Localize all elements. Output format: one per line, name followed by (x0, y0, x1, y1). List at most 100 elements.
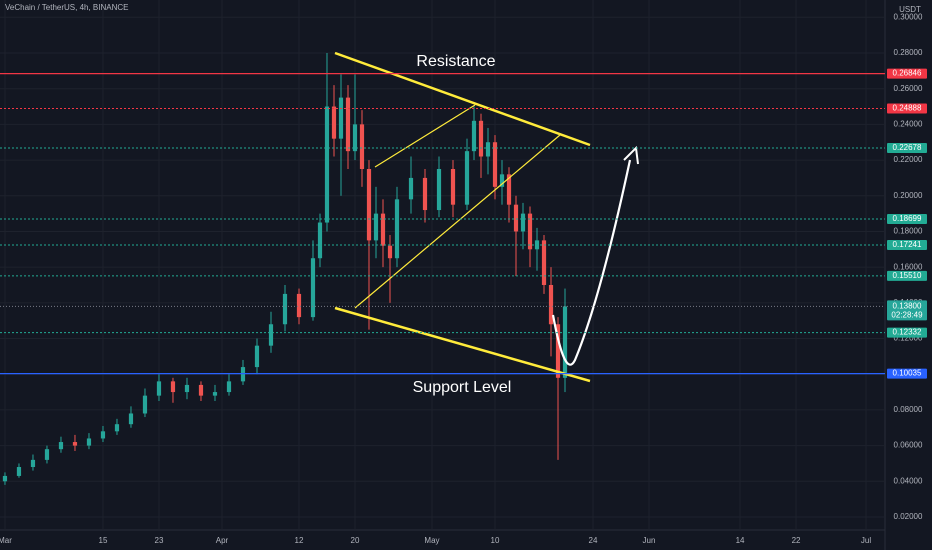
x-tick-label: Jun (643, 536, 656, 545)
candle-body (548, 284, 554, 325)
price-label-bg (887, 327, 927, 338)
candle-body (394, 199, 400, 259)
candle-body (226, 381, 232, 393)
candle-body (282, 293, 288, 325)
candle-body (72, 442, 78, 446)
price-label-bg (887, 142, 927, 153)
x-tick-label: 15 (99, 536, 108, 545)
candle-body (380, 213, 386, 246)
candle-body (268, 324, 274, 346)
candle-body (541, 240, 547, 285)
candle-body (142, 395, 148, 414)
candle-body (359, 124, 365, 169)
candle-body (436, 168, 442, 211)
candle-body (184, 384, 190, 393)
x-tick-label: Mar (0, 536, 12, 545)
x-tick-label: Apr (216, 536, 229, 545)
candle-body (212, 392, 218, 396)
candle-body (86, 438, 92, 446)
price-label: 0.18699 (893, 214, 922, 223)
candle-body (331, 106, 337, 139)
y-tick-label: 0.16000 (894, 262, 923, 271)
price-label: 0.13800 (893, 302, 922, 311)
candle-body (387, 245, 393, 259)
candle-body (16, 467, 22, 476)
y-tick-label: 0.18000 (894, 227, 923, 236)
trendline (334, 51, 591, 147)
price-label-bg (887, 368, 927, 379)
x-tick-label: 14 (736, 536, 745, 545)
price-label: 0.15510 (893, 271, 922, 280)
price-label-bg (887, 68, 927, 79)
candle-body (471, 120, 477, 152)
candle-body (499, 174, 505, 187)
candle-body (114, 424, 120, 432)
price-label-bg (887, 240, 927, 251)
y-tick-label: 0.22000 (894, 155, 923, 164)
price-label-bg (887, 300, 927, 321)
annotation: Support Level (413, 379, 512, 396)
price-label: 0.24888 (893, 104, 922, 113)
header: VeChain / TetherUS, 4h, BINANCE (5, 3, 128, 12)
x-tick-label: 12 (295, 536, 304, 545)
price-label-bg (887, 213, 927, 224)
candle-body (450, 168, 456, 205)
x-tick-label: 10 (491, 536, 500, 545)
projection-arrow (551, 159, 632, 366)
candle-body (478, 120, 484, 157)
candle-body (513, 204, 519, 232)
y-tick-label: 0.12000 (894, 334, 923, 343)
candle-body (527, 213, 533, 250)
candle-body (492, 142, 498, 187)
channel-line (354, 134, 561, 309)
price-label-bg (887, 270, 927, 281)
candle-body (100, 431, 106, 439)
price-label-bg (887, 103, 927, 114)
x-tick-label: 20 (351, 536, 360, 545)
price-label: 0.10035 (893, 369, 922, 378)
y-tick-label: 0.26000 (894, 84, 923, 93)
candle-body (373, 213, 379, 241)
y-tick-label: 0.02000 (894, 512, 923, 521)
y-tick-label: 0.20000 (894, 191, 923, 200)
candle-body (408, 177, 414, 200)
candle-body (30, 459, 36, 468)
candle-body (128, 413, 134, 425)
channel-line (374, 104, 476, 168)
x-tick-label: 24 (589, 536, 598, 545)
x-tick-label: May (424, 536, 439, 545)
candle-body (520, 213, 526, 232)
candle-body (296, 293, 302, 318)
candle-body (198, 384, 204, 396)
candle-body (345, 97, 351, 152)
y-tick-label: 0.30000 (894, 12, 923, 21)
countdown: 02:28:49 (891, 311, 923, 320)
candle-body (555, 324, 561, 378)
candle-body (352, 124, 358, 152)
x-tick-label: Jul (861, 536, 871, 545)
y-tick-label: 0.24000 (894, 119, 923, 128)
price-label: 0.26846 (893, 69, 922, 78)
candle-body (506, 174, 512, 205)
candle-body (422, 177, 428, 211)
price-label: 0.17241 (893, 240, 922, 249)
y-tick-label: 0.08000 (894, 405, 923, 414)
candle-body (44, 449, 50, 460)
candle-body (562, 306, 568, 378)
candle-body (464, 151, 470, 205)
candle-body (156, 381, 162, 396)
candle-body (317, 222, 323, 259)
candle-body (366, 168, 372, 241)
x-tick-label: 22 (792, 536, 801, 545)
candle-body (58, 442, 64, 450)
candle-body (254, 345, 260, 368)
x-tick-label: 23 (155, 536, 164, 545)
price-label: 0.12332 (893, 328, 922, 337)
candle-body (2, 475, 8, 482)
y-tick-label: 0.28000 (894, 48, 923, 57)
candle-body (338, 97, 344, 139)
candle-body (170, 381, 176, 393)
price-label: 0.22678 (893, 143, 922, 152)
